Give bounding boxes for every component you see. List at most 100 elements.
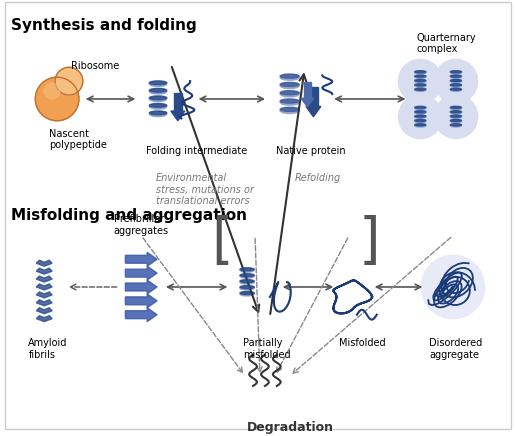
Ellipse shape	[280, 83, 299, 89]
Text: Environmental
stress, mutations or
translational errors: Environmental stress, mutations or trans…	[156, 173, 254, 206]
Ellipse shape	[280, 99, 299, 105]
Ellipse shape	[450, 124, 461, 127]
Ellipse shape	[415, 84, 426, 86]
Polygon shape	[36, 292, 52, 298]
Ellipse shape	[415, 106, 426, 109]
Ellipse shape	[280, 99, 299, 103]
Ellipse shape	[450, 80, 461, 83]
Ellipse shape	[450, 124, 461, 126]
Polygon shape	[125, 308, 157, 322]
Ellipse shape	[415, 80, 426, 83]
Circle shape	[398, 59, 442, 103]
Ellipse shape	[415, 71, 426, 73]
Ellipse shape	[415, 88, 426, 90]
Text: Quarternary
complex: Quarternary complex	[416, 33, 476, 54]
Ellipse shape	[415, 71, 426, 74]
Ellipse shape	[450, 111, 461, 114]
Ellipse shape	[415, 89, 426, 92]
Ellipse shape	[240, 286, 254, 290]
Ellipse shape	[149, 104, 167, 109]
Ellipse shape	[240, 292, 254, 296]
Ellipse shape	[415, 106, 426, 109]
Ellipse shape	[450, 115, 461, 118]
Ellipse shape	[149, 81, 167, 87]
Ellipse shape	[450, 106, 461, 109]
Ellipse shape	[280, 91, 299, 97]
Circle shape	[434, 95, 478, 139]
Polygon shape	[125, 266, 157, 280]
Ellipse shape	[450, 89, 461, 92]
Polygon shape	[36, 284, 52, 290]
Ellipse shape	[450, 88, 461, 90]
Text: Amyloid
fibrils: Amyloid fibrils	[28, 338, 68, 360]
Circle shape	[55, 67, 83, 95]
Ellipse shape	[240, 279, 254, 283]
Ellipse shape	[450, 79, 461, 82]
Ellipse shape	[450, 71, 461, 74]
Text: Disordered
aggregate: Disordered aggregate	[429, 338, 482, 360]
Ellipse shape	[240, 292, 254, 294]
Ellipse shape	[415, 124, 426, 126]
Ellipse shape	[450, 111, 461, 113]
Text: Refolding: Refolding	[295, 173, 341, 183]
Polygon shape	[36, 300, 52, 306]
Text: Folding intermediate: Folding intermediate	[146, 146, 248, 157]
Polygon shape	[125, 280, 157, 294]
Text: Nascent
polypeptide: Nascent polypeptide	[49, 129, 107, 150]
Ellipse shape	[450, 106, 461, 109]
Ellipse shape	[450, 75, 461, 77]
Ellipse shape	[415, 84, 426, 87]
Text: Synthesis and folding: Synthesis and folding	[11, 18, 197, 33]
Ellipse shape	[415, 124, 426, 127]
Ellipse shape	[415, 119, 426, 122]
Ellipse shape	[240, 280, 254, 284]
Polygon shape	[301, 98, 314, 107]
Ellipse shape	[415, 119, 426, 123]
Circle shape	[398, 95, 442, 139]
Polygon shape	[36, 276, 52, 282]
Text: Prefibrillar
aggregates: Prefibrillar aggregates	[114, 214, 169, 235]
Ellipse shape	[149, 96, 167, 100]
Ellipse shape	[450, 119, 461, 123]
Text: ]: ]	[359, 215, 381, 269]
Ellipse shape	[149, 103, 167, 107]
Ellipse shape	[280, 75, 299, 80]
Ellipse shape	[450, 84, 461, 87]
Polygon shape	[36, 308, 52, 314]
Ellipse shape	[149, 111, 167, 115]
Ellipse shape	[450, 119, 461, 122]
Polygon shape	[36, 268, 52, 274]
Text: Native protein: Native protein	[276, 146, 345, 157]
Ellipse shape	[415, 115, 426, 117]
Text: [: [	[212, 215, 233, 269]
Circle shape	[434, 59, 478, 103]
Ellipse shape	[149, 96, 167, 102]
Ellipse shape	[415, 111, 426, 114]
Ellipse shape	[450, 71, 461, 73]
Circle shape	[35, 77, 79, 121]
Ellipse shape	[450, 75, 461, 78]
Text: Misfolded: Misfolded	[339, 338, 386, 348]
Polygon shape	[174, 93, 182, 111]
Ellipse shape	[415, 75, 426, 78]
Text: Partially
misfolded: Partially misfolded	[243, 338, 291, 360]
Ellipse shape	[280, 108, 299, 113]
Ellipse shape	[149, 111, 167, 117]
Ellipse shape	[240, 268, 254, 271]
Ellipse shape	[450, 84, 461, 86]
Ellipse shape	[415, 111, 426, 113]
Polygon shape	[125, 294, 157, 308]
Polygon shape	[171, 111, 185, 121]
Polygon shape	[306, 106, 321, 117]
Ellipse shape	[415, 75, 426, 77]
Circle shape	[421, 255, 485, 319]
Ellipse shape	[240, 268, 254, 272]
Ellipse shape	[280, 107, 299, 112]
Text: Misfolding and aggregation: Misfolding and aggregation	[11, 208, 247, 223]
Polygon shape	[309, 87, 317, 106]
Ellipse shape	[280, 91, 299, 95]
Ellipse shape	[450, 115, 461, 117]
Ellipse shape	[280, 82, 299, 86]
Text: Ribosome: Ribosome	[71, 61, 119, 71]
Ellipse shape	[240, 286, 254, 289]
